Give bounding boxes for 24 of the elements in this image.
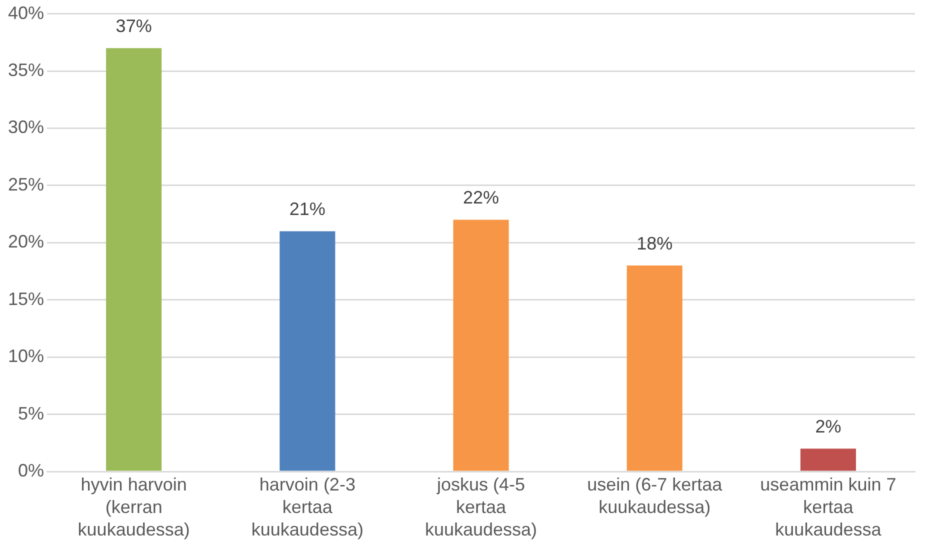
y-tick-label: 0%: [18, 460, 44, 480]
data-label: 37%: [116, 16, 152, 36]
data-label: 18%: [636, 234, 673, 254]
x-tick-label: joskus (4-5 kertaa kuukaudessa): [424, 474, 538, 540]
y-tick-label: 10%: [8, 346, 44, 366]
y-tick-label: 40%: [8, 2, 44, 23]
y-tick-label: 15%: [8, 288, 44, 309]
bar: [626, 266, 682, 471]
y-tick-label: 5%: [18, 403, 44, 424]
bar: [106, 48, 162, 471]
data-label: 2%: [815, 416, 842, 437]
y-tick-label: 30%: [8, 117, 44, 138]
bar: [800, 448, 856, 471]
x-tick-label: usein (6-7 kertaa kuukaudessa): [587, 474, 724, 518]
y-tick-label: 20%: [8, 232, 44, 252]
y-tick-label: 25%: [8, 174, 44, 194]
x-tick-label: useammin kuin 7 kertaa kuukaudessa: [760, 474, 896, 540]
data-label: 21%: [289, 199, 326, 220]
x-tick-label: harvoin (2-3 kertaa kuukaudessa): [251, 474, 364, 540]
x-tick-label: hyvin harvoin (kerran kuukaudessa): [78, 474, 190, 540]
data-label: 22%: [463, 188, 500, 208]
y-tick-label: 35%: [8, 60, 44, 80]
bar: [453, 220, 509, 471]
bar: [280, 231, 336, 471]
